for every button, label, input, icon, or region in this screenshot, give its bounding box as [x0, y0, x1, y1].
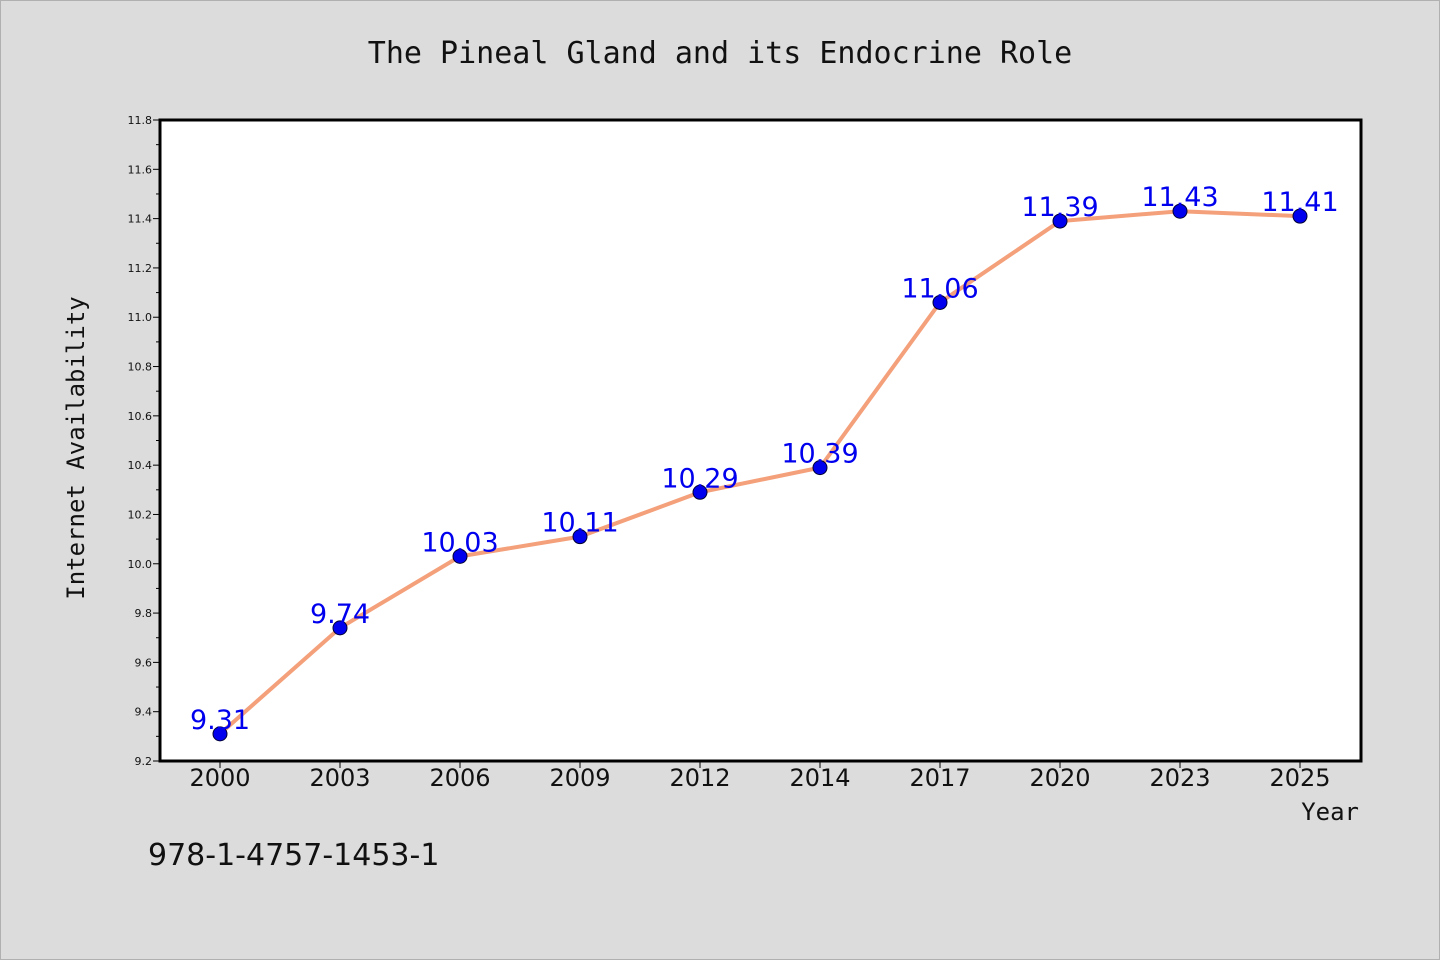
data-label: 10.11 [541, 508, 618, 539]
data-point [452, 548, 468, 564]
data-label: 10.39 [781, 439, 858, 470]
x-tick-label: 2012 [669, 764, 730, 792]
y-axis-label: Internet Availability [62, 296, 90, 599]
x-tick-label: 2017 [909, 764, 970, 792]
series-group: 9.31 9.74 10.03 10.11 10.29 10.39 11.06 11.39 11… [190, 182, 1339, 742]
data-point [1172, 203, 1188, 219]
x-axis-label: Year [1301, 798, 1359, 826]
data-point [332, 620, 348, 636]
y-tick-label: 10.6 [128, 410, 153, 423]
data-point [692, 484, 708, 500]
y-tick-label: 11.4 [128, 213, 153, 226]
data-label: 10.29 [661, 463, 738, 494]
plot-area [158, 118, 1363, 763]
data-point [932, 294, 948, 310]
data-point [212, 726, 228, 742]
data-point [1052, 213, 1068, 229]
chart-title: The Pineal Gland and its Endocrine Role [368, 36, 1072, 71]
y-tick-label: 9.2 [135, 755, 153, 768]
data-point [812, 460, 828, 476]
x-axis: 2000 2003 2006 2009 2012 2014 2017 2020 2023 2025 [189, 761, 1331, 792]
y-tick-label: 9.4 [135, 706, 153, 719]
y-tick-label: 10.8 [128, 361, 153, 374]
y-tick-label: 11.8 [128, 114, 153, 127]
y-tick-label: 11.2 [128, 262, 153, 275]
x-tick-label: 2003 [309, 764, 370, 792]
x-tick-label: 2000 [189, 764, 250, 792]
data-label: 9.31 [190, 705, 250, 736]
data-label: 9.74 [310, 599, 370, 630]
y-tick-label: 9.6 [135, 656, 153, 669]
y-tick-label: 10.2 [128, 508, 153, 521]
x-tick-label: 2009 [549, 764, 610, 792]
data-label: 11.39 [1021, 192, 1098, 223]
data-label: 11.41 [1261, 187, 1338, 218]
y-tick-label: 11.0 [128, 311, 153, 324]
data-label: 11.43 [1141, 182, 1218, 213]
x-tick-label: 2014 [789, 764, 850, 792]
data-point [572, 529, 588, 545]
x-tick-label: 2023 [1149, 764, 1210, 792]
x-tick-label: 2020 [1029, 764, 1090, 792]
y-tick-label: 11.6 [128, 163, 153, 176]
data-label: 10.03 [421, 527, 498, 558]
y-tick-label: 9.8 [135, 607, 153, 620]
series-line [218, 209, 1301, 736]
x-tick-label: 2006 [429, 764, 490, 792]
isbn-text: 978-1-4757-1453-1 [148, 838, 439, 873]
data-label: 11.06 [901, 273, 978, 304]
y-tick-label: 10.4 [128, 459, 153, 472]
y-tick-label: 10.0 [128, 558, 153, 571]
data-point [1292, 208, 1308, 224]
y-axis: 9.2 9.4 9.6 9.8 10.0 10.2 10.4 10.6 10.8 11.0 11.2… [128, 114, 160, 768]
x-tick-label: 2025 [1269, 764, 1330, 792]
